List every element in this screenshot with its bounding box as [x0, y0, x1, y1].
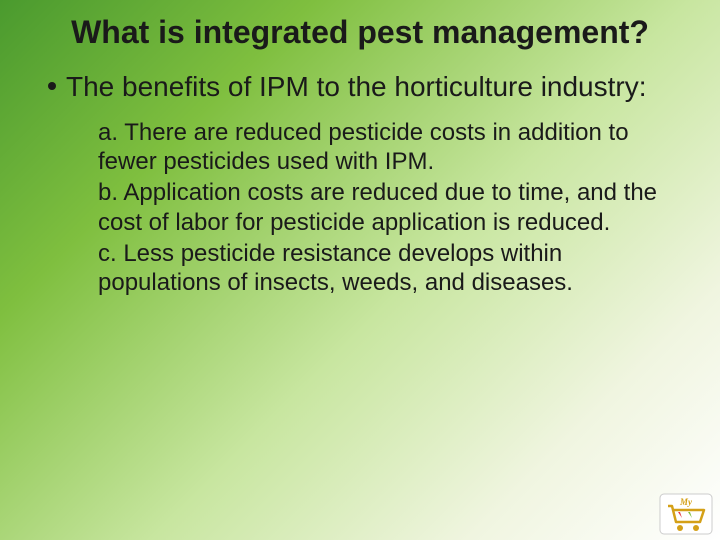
- sub-item-list: a. There are reduced pesticide costs in …: [0, 118, 720, 298]
- bullet-text: The benefits of IPM to the horticulture …: [66, 71, 647, 102]
- sub-item: b. Application costs are reduced due to …: [98, 178, 672, 237]
- main-bullet: The benefits of IPM to the horticulture …: [0, 69, 720, 104]
- slide: What is integrated pest management? The …: [0, 0, 720, 540]
- sub-item: c. Less pesticide resistance develops wi…: [98, 239, 672, 298]
- icon-label: My: [679, 497, 693, 507]
- shopping-cart-icon: My: [658, 492, 714, 536]
- sub-item: a. There are reduced pesticide costs in …: [98, 118, 672, 177]
- slide-title: What is integrated pest management?: [0, 0, 720, 51]
- bullet-dot-icon: [48, 82, 56, 90]
